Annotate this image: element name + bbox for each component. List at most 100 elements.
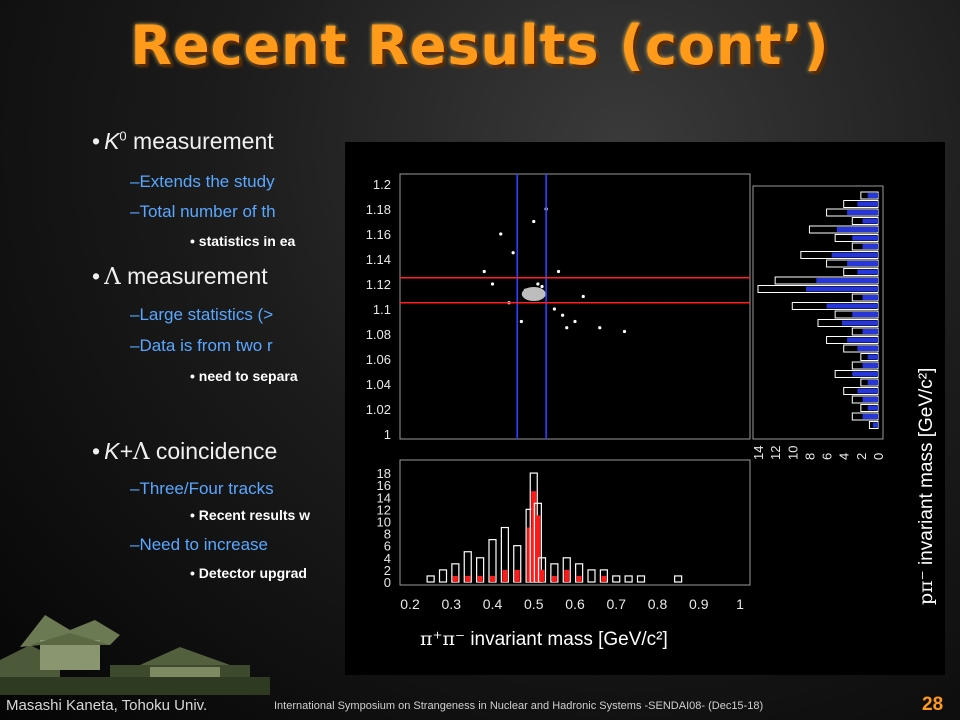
scatter-point — [511, 251, 515, 255]
bottom-y-tick: 16 — [377, 478, 391, 493]
bottom-y-tick: 8 — [384, 527, 391, 542]
side-hist-bar-blue — [862, 414, 878, 419]
hist-bar-red — [490, 575, 495, 582]
hist-bar-white — [624, 575, 633, 583]
hist-bar-red — [539, 569, 545, 582]
scatter-point — [540, 284, 544, 289]
bottom-y-tick: 2 — [384, 563, 391, 578]
hist-bar-red — [452, 575, 458, 582]
scatter-y-tick: 1 — [384, 427, 391, 442]
x-tick: 0.8 — [648, 596, 668, 612]
side-hist-bar-blue — [836, 227, 878, 232]
side-hist-bar-blue — [867, 354, 878, 360]
side-hist-bar-blue — [857, 269, 878, 275]
hist-bar-white — [438, 569, 448, 583]
y-axis-label: pπ⁻ invariant mass [GeV/c²] — [915, 368, 937, 605]
klambda-sub4: • Detector upgrad — [190, 565, 307, 581]
bottom-y-tick: 4 — [384, 551, 391, 566]
hist-bar-white — [587, 569, 596, 583]
hist-bar-white — [636, 575, 646, 583]
scatter-point — [565, 326, 569, 330]
side-hist-bar-blue — [806, 286, 878, 292]
side-hist-bar-blue — [862, 218, 878, 224]
bottom-hist-frame — [399, 459, 751, 586]
castle-image — [0, 615, 270, 695]
klambda-sub3: –Need to increase — [130, 535, 268, 554]
side-hist-bar-blue — [857, 201, 878, 207]
hist-bar-red — [465, 575, 471, 582]
scatter-point — [536, 282, 540, 286]
x-tick: 1 — [736, 596, 744, 612]
scatter-point — [598, 326, 602, 330]
scatter-y-tick: 1.04 — [366, 377, 391, 392]
lambda-symbol: Λ — [104, 264, 121, 290]
hist-bar-red — [502, 569, 508, 582]
scatter-point — [552, 307, 556, 311]
x-tick: 0.6 — [565, 596, 585, 612]
bottom-y-tick: 0 — [384, 575, 391, 590]
scatter-point — [561, 313, 565, 317]
hist-bar-red — [531, 491, 537, 582]
scatter-point — [482, 269, 486, 274]
k0-sup: 0 — [119, 128, 127, 144]
side-x-tick: 6 — [820, 453, 835, 460]
scatter-cluster — [521, 287, 546, 301]
side-hist-bar-blue — [847, 261, 878, 266]
side-hist-bar-blue — [847, 210, 878, 215]
side-hist-bar-blue — [862, 363, 878, 368]
side-x-tick: 14 — [751, 446, 766, 460]
side-hist-bar-blue — [826, 303, 878, 309]
side-hist-bar-blue — [862, 329, 878, 334]
bottom-y-tick: 14 — [377, 490, 391, 505]
scatter-point — [499, 232, 503, 236]
klambda-symbol: Λ — [132, 439, 150, 465]
page-number: 28 — [922, 694, 944, 715]
side-hist-bar-blue — [867, 405, 878, 411]
side-hist-bar-blue — [857, 388, 878, 394]
scatter-y-tick: 1.16 — [366, 227, 391, 242]
hist-bar-white — [612, 575, 621, 583]
side-x-tick: 0 — [871, 453, 886, 460]
klambda-rest: coincidence — [149, 438, 278, 464]
side-hist-bar-blue — [867, 380, 878, 385]
x-tick: 0.4 — [483, 596, 503, 612]
scatter-frame — [399, 173, 751, 440]
bottom-y-tick: 12 — [377, 502, 391, 517]
k0-sub2: –Total number of th — [130, 202, 276, 221]
scatter-point — [556, 269, 561, 274]
bottom-y-tick: 6 — [384, 539, 391, 554]
x-tick: 0.2 — [400, 596, 420, 612]
x-tick: 0.7 — [607, 596, 627, 612]
hist-bar-white — [674, 575, 683, 583]
bullet-klambda: • K+Λ coincidence — [92, 438, 278, 465]
hist-bar-red — [477, 575, 483, 582]
side-hist-bar-blue — [862, 244, 878, 249]
hist-bar-white — [488, 539, 497, 583]
hist-bar-red — [551, 575, 557, 582]
klambda-sub1: –Three/Four tracks — [130, 479, 274, 498]
side-hist-bar-blue — [816, 278, 878, 283]
scatter-point — [490, 282, 495, 286]
bullet-k0: • K0 measurement — [92, 128, 274, 154]
results-figure: 1.2 1.18 1.16 1.14 1.12 1.1 1.08 1.06 1.04 1.02 1 … — [345, 142, 945, 675]
scatter-y-tick: 1.14 — [366, 252, 391, 267]
scatter-y-tick: 1.06 — [366, 352, 391, 367]
scatter-y-tick: 1.02 — [366, 402, 391, 417]
side-hist-frame — [752, 185, 884, 440]
side-x-tick: 10 — [785, 446, 800, 460]
klambda-prefix: K+ — [104, 438, 133, 464]
hist-bar-red — [527, 527, 533, 582]
scatter-y-tick: 1.12 — [366, 277, 391, 292]
side-hist-bar-blue — [847, 337, 878, 343]
scatter-point — [581, 294, 585, 299]
x-tick: 0.9 — [689, 596, 709, 612]
side-hist-bar-blue — [852, 312, 878, 317]
k0-sub1: –Extends the study — [130, 172, 275, 191]
bullet-lambda: • Λ measurement — [92, 263, 268, 290]
lambda-sub1: –Large statistics (> — [130, 305, 274, 324]
scatter-point — [573, 319, 577, 324]
lambda-sub3: • need to separa — [190, 368, 298, 384]
bottom-y-tick: 10 — [377, 514, 391, 529]
side-hist-bar-blue — [862, 397, 878, 402]
scatter-y-tick: 1.1 — [373, 302, 391, 317]
